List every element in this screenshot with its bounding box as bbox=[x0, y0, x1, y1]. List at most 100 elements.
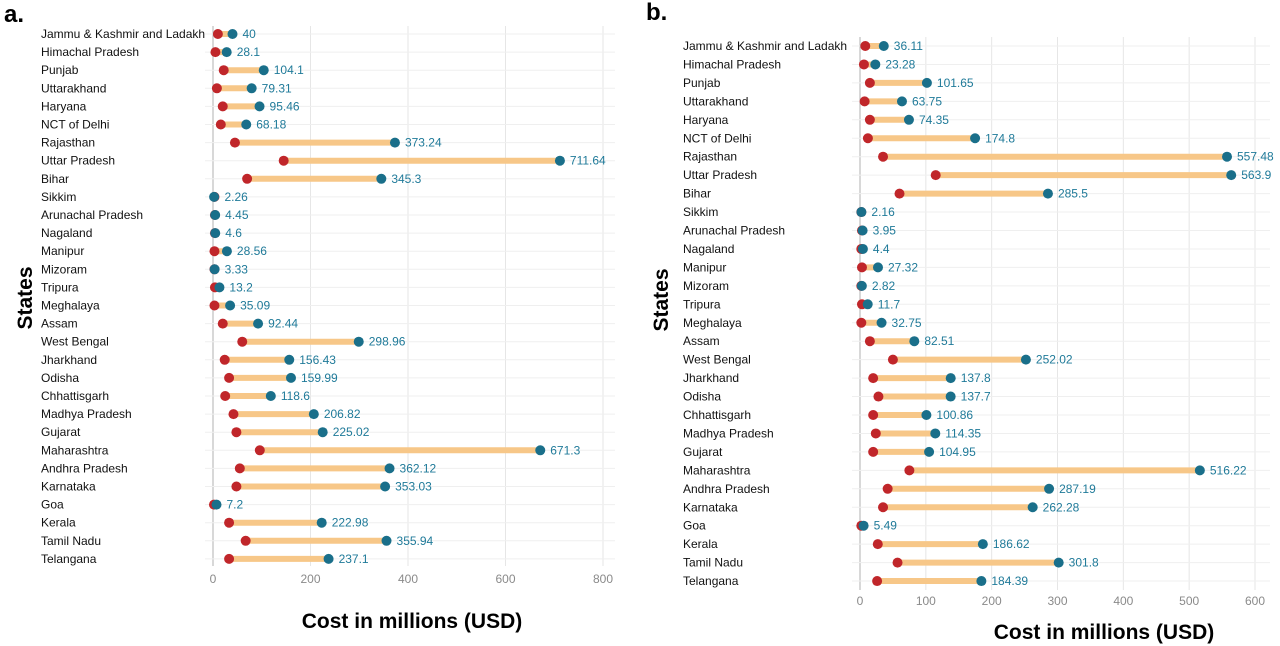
value-label: 2.16 bbox=[871, 205, 895, 219]
start-point bbox=[894, 188, 905, 199]
start-point bbox=[872, 576, 883, 587]
value-label: 184.39 bbox=[991, 574, 1028, 588]
category-label: Gujarat bbox=[683, 445, 723, 459]
category-label: Bihar bbox=[683, 187, 711, 201]
start-point bbox=[856, 262, 867, 273]
start-point bbox=[217, 101, 228, 112]
start-point bbox=[878, 502, 889, 513]
end-point bbox=[389, 137, 400, 148]
end-point bbox=[857, 243, 868, 254]
value-label: 237.1 bbox=[339, 552, 369, 566]
value-label: 159.99 bbox=[301, 371, 338, 385]
category-label: Sikkim bbox=[683, 205, 718, 219]
end-point bbox=[241, 119, 252, 130]
start-point bbox=[864, 77, 875, 88]
end-point bbox=[856, 280, 867, 291]
start-point bbox=[878, 151, 889, 162]
end-point bbox=[872, 262, 883, 273]
end-point bbox=[930, 428, 941, 439]
start-point bbox=[859, 96, 870, 107]
category-label: Haryana bbox=[683, 113, 729, 127]
value-label: 13.2 bbox=[229, 280, 253, 294]
category-label: Mizoram bbox=[41, 262, 87, 276]
end-point bbox=[945, 373, 956, 384]
end-point bbox=[384, 463, 395, 474]
start-point bbox=[237, 336, 248, 347]
end-point bbox=[1044, 483, 1055, 494]
value-label: 252.02 bbox=[1036, 353, 1073, 367]
category-label: NCT of Delhi bbox=[683, 131, 751, 145]
category-label: Nagaland bbox=[41, 226, 92, 240]
panel-letter: a. bbox=[4, 1, 24, 28]
value-label: 137.7 bbox=[961, 390, 991, 404]
category-label: Meghalaya bbox=[683, 316, 742, 330]
category-label: Arunachal Pradesh bbox=[683, 224, 785, 238]
value-label: 2.26 bbox=[224, 190, 248, 204]
x-tick-label: 300 bbox=[1047, 594, 1067, 608]
category-label: Tripura bbox=[41, 280, 79, 294]
x-tick-label: 600 bbox=[1245, 594, 1265, 608]
end-point bbox=[903, 114, 914, 125]
start-point bbox=[217, 318, 228, 329]
end-point bbox=[258, 65, 269, 76]
end-point bbox=[210, 210, 221, 220]
value-label: 104.95 bbox=[939, 445, 976, 459]
category-label: Assam bbox=[41, 317, 78, 331]
start-point bbox=[234, 463, 245, 474]
category-label: Himachal Pradesh bbox=[41, 45, 139, 59]
start-point bbox=[224, 553, 235, 564]
category-label: Maharashtra bbox=[41, 443, 109, 457]
category-label: Jammu & Kashmir and Ladakh bbox=[41, 27, 205, 41]
x-tick-label: 200 bbox=[300, 572, 320, 586]
start-point bbox=[864, 336, 875, 347]
start-point bbox=[858, 59, 869, 70]
category-label: Tripura bbox=[683, 297, 721, 311]
category-label: Andhra Pradesh bbox=[41, 461, 128, 475]
start-point bbox=[887, 354, 898, 365]
category-label: Karnataka bbox=[41, 480, 96, 494]
category-label: Rajasthan bbox=[683, 150, 737, 164]
x-tick-label: 800 bbox=[593, 572, 613, 586]
category-label: Sikkim bbox=[41, 190, 76, 204]
end-point bbox=[876, 317, 887, 328]
value-label: 287.19 bbox=[1059, 482, 1096, 496]
end-point bbox=[977, 539, 988, 550]
end-point bbox=[924, 446, 935, 457]
value-label: 28.56 bbox=[237, 244, 267, 258]
start-point bbox=[209, 246, 220, 257]
value-label: 225.02 bbox=[333, 425, 370, 439]
value-label: 4.45 bbox=[225, 208, 249, 222]
end-point bbox=[857, 225, 868, 236]
category-label: Andhra Pradesh bbox=[683, 482, 770, 496]
end-point bbox=[1194, 465, 1205, 476]
end-point bbox=[970, 133, 981, 144]
value-label: 563.9 bbox=[1241, 168, 1271, 182]
x-tick-label: 200 bbox=[982, 594, 1002, 608]
value-label: 7.2 bbox=[227, 498, 244, 512]
value-label: 11.7 bbox=[878, 297, 901, 311]
start-point bbox=[219, 354, 230, 365]
value-label: 174.8 bbox=[985, 131, 1015, 145]
end-point bbox=[285, 372, 296, 383]
value-label: 222.98 bbox=[332, 516, 369, 530]
panel-b: b. 0 100 200 300 400 500 600 Jammu & Kashmir and… bbox=[646, 0, 1274, 644]
category-label: Karnataka bbox=[683, 500, 738, 514]
start-point bbox=[229, 137, 240, 148]
category-label: Madhya Pradesh bbox=[683, 426, 774, 440]
category-label: Manipur bbox=[683, 260, 726, 274]
start-point bbox=[862, 133, 873, 144]
category-label: Maharashtra bbox=[683, 463, 751, 477]
value-label: 27.32 bbox=[888, 260, 918, 274]
category-label: Chhattisgarh bbox=[41, 389, 109, 403]
start-point bbox=[228, 409, 239, 420]
value-label: 35.09 bbox=[240, 299, 270, 313]
start-point bbox=[872, 539, 883, 550]
category-label: NCT of Delhi bbox=[41, 118, 109, 132]
panel-a: a. 0 200 400 600 800 Jammu & Kashmir and Ladak… bbox=[4, 1, 615, 633]
y-axis-title: States bbox=[650, 268, 673, 331]
category-label: Manipur bbox=[41, 244, 84, 258]
category-label: Uttar Pradesh bbox=[683, 168, 757, 182]
end-point bbox=[209, 264, 220, 275]
end-point bbox=[862, 299, 873, 310]
x-tick-label: 0 bbox=[210, 572, 217, 586]
